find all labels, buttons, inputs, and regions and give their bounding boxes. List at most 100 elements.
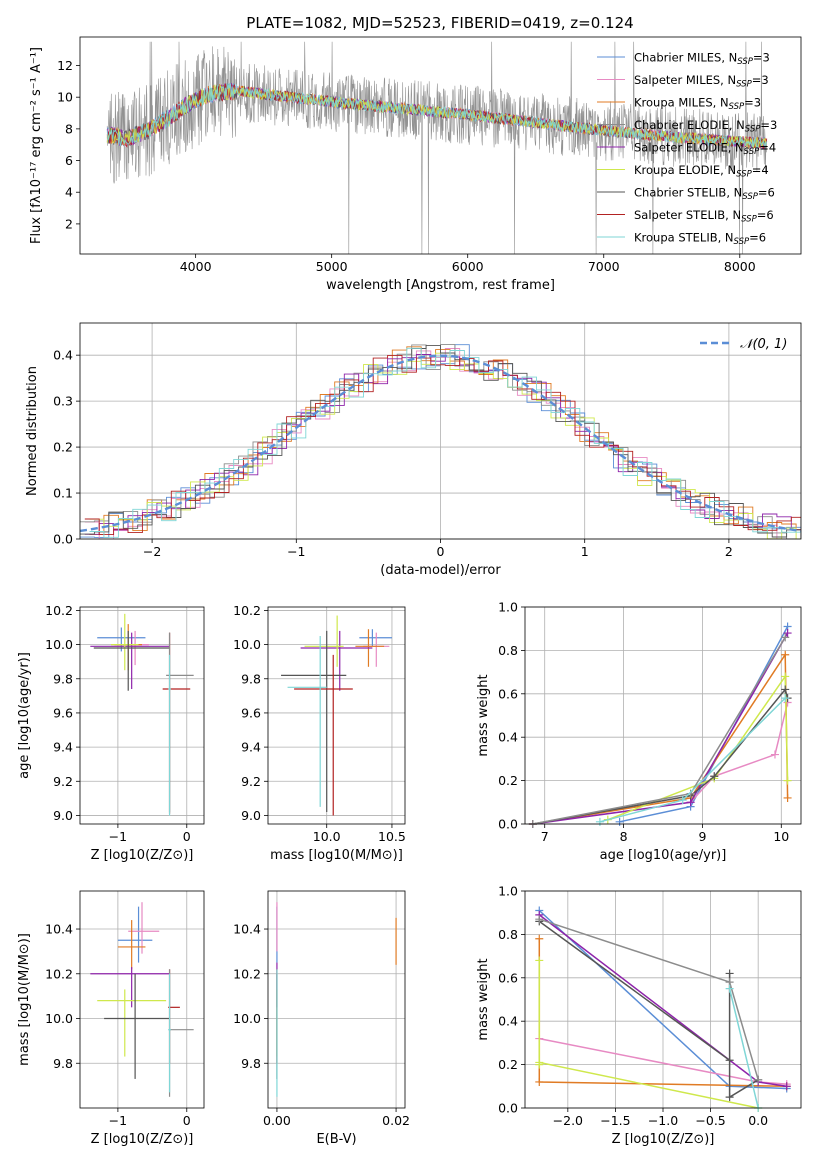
legend-label: Kroupa STELIB, NSSP=6 xyxy=(634,231,766,248)
weight-marker xyxy=(678,796,687,805)
x-tick-label: 5000 xyxy=(316,259,348,274)
weight-marker xyxy=(781,633,790,642)
weight-marker xyxy=(725,984,734,993)
x-tick-label: 6000 xyxy=(452,259,484,274)
x-tick-label: −1.0 xyxy=(648,1113,678,1128)
axes-frame xyxy=(524,890,802,1109)
age_vs_Z-points xyxy=(90,613,194,816)
x-tick-label: 4000 xyxy=(180,259,212,274)
axes-frame xyxy=(79,890,205,1109)
x-tick-label: 9 xyxy=(698,829,706,844)
y-tick-label: 0.3 xyxy=(53,394,73,409)
mass_vs_Z-points xyxy=(90,902,194,1097)
y-tick-label: 0.8 xyxy=(498,927,518,942)
weight-marker xyxy=(535,915,544,924)
y-tick-label: 6 xyxy=(65,153,73,168)
histogram-series xyxy=(89,346,801,535)
y-tick-label: 1.0 xyxy=(498,600,518,615)
y-tick-label: 8 xyxy=(65,121,73,136)
x-tick-label: −0.5 xyxy=(695,1113,725,1128)
mass_vs_ebv-axes: 0.00 0.02 9.8 10.0 10.2 10.4 xyxy=(233,891,410,1128)
histogram-series xyxy=(80,344,801,538)
x-axis-label: E(B-V) xyxy=(316,1132,356,1147)
legend-label: Salpeter ELODIE, NSSP=4 xyxy=(634,141,776,158)
x-tick-label: 10 xyxy=(773,829,789,844)
spectrum-axes: 4000 5000 6000 7000 8000 2 4 6 8 10 12 xyxy=(57,58,756,274)
histograms xyxy=(80,344,801,539)
y-tick-label: 10 xyxy=(57,90,73,105)
y-axis-label: Normed distribution xyxy=(25,366,40,496)
legend-label: Chabrier STELIB, NSSP=6 xyxy=(634,186,775,203)
legend-label: Kroupa ELODIE, NSSP=4 xyxy=(634,163,769,180)
axes-frame xyxy=(524,606,802,825)
y-tick-label: 9.4 xyxy=(53,740,73,755)
weight_vs_age-axes: 7 8 9 10 0.0 0.2 0.4 0.6 0.8 1.0 xyxy=(498,600,801,844)
x-tick-label: 0 xyxy=(183,829,191,844)
y-tick-label: 10.0 xyxy=(233,637,261,652)
weight-marker xyxy=(770,750,779,759)
y-tick-label: 0.0 xyxy=(498,1101,518,1116)
x-tick-label: 10.5 xyxy=(378,829,406,844)
x-axis-label: age [log10(age/yr)] xyxy=(600,848,727,863)
x-tick-label: 0.00 xyxy=(263,1113,291,1128)
x-tick-label: −1 xyxy=(109,1113,127,1128)
y-tick-label: 0.6 xyxy=(498,970,518,985)
y-tick-label: 10.2 xyxy=(45,603,73,618)
y-tick-label: 9.8 xyxy=(241,1056,261,1071)
y-tick-label: 10.2 xyxy=(45,966,73,981)
y-tick-label: 0.0 xyxy=(498,817,518,832)
y-tick-label: 0.2 xyxy=(498,773,518,788)
weight-marker xyxy=(783,629,792,638)
y-tick-label: 10.4 xyxy=(233,922,261,937)
x-tick-label: −1 xyxy=(109,829,127,844)
x-axis-label: Z [log10(Z/Z⊙)] xyxy=(91,848,194,863)
weight-marker xyxy=(535,934,544,943)
y-tick-label: 10.4 xyxy=(45,922,73,937)
weight-marker xyxy=(535,1058,544,1067)
y-tick-label: 10.2 xyxy=(233,966,261,981)
legend-label: Salpeter STELIB, NSSP=6 xyxy=(634,208,774,225)
histogram-series xyxy=(84,354,801,536)
legend: Chabrier MILES, NSSP=3 Salpeter MILES, NS… xyxy=(597,51,777,248)
axes-frame xyxy=(79,606,205,825)
weight_vs_Z-axes: −2.0 −1.5 −1.0 −0.5 0.0 0.0 0.2 0.4 0.6 0.8 1.0 xyxy=(498,884,801,1128)
weight-marker xyxy=(615,817,624,826)
legend-label: 𝒩(0, 1) xyxy=(740,337,787,352)
axes-frame xyxy=(79,36,802,255)
weight-marker xyxy=(595,817,604,826)
weight-marker xyxy=(781,694,790,703)
x-tick-label: 0.02 xyxy=(382,1113,410,1128)
x-tick-label: −1 xyxy=(287,544,305,559)
weight-line xyxy=(690,702,789,803)
y-axis-label: Flux [fλ10⁻¹⁷ erg cm⁻² s⁻¹ A⁻¹] xyxy=(29,47,44,244)
y-tick-label: 9.2 xyxy=(53,774,73,789)
y-tick-label: 0.4 xyxy=(498,730,518,745)
weight-marker xyxy=(781,685,790,694)
weight_vs_age-series xyxy=(528,622,792,828)
weight-marker xyxy=(686,789,695,798)
y-axis-label: mass weight xyxy=(476,958,491,1040)
weight-line xyxy=(607,674,789,821)
figure-title: PLATE=1082, MJD=52523, FIBERID=0419, z=0… xyxy=(246,14,633,32)
x-tick-label: 2 xyxy=(725,544,733,559)
y-tick-label: 9.2 xyxy=(241,774,261,789)
weight-line xyxy=(728,988,759,1109)
x-tick-label: 8000 xyxy=(724,259,756,274)
spectrum-series xyxy=(106,83,768,150)
y-tick-label: 10.0 xyxy=(45,1011,73,1026)
weight-line xyxy=(538,920,759,1099)
normal-curve xyxy=(80,354,801,533)
x-axis-label: Z [log10(Z/Z⊙)] xyxy=(612,1132,715,1147)
weight-marker xyxy=(781,672,790,681)
histogram-series xyxy=(84,348,801,539)
y-tick-label: 10.0 xyxy=(45,637,73,652)
y-tick-label: 9.0 xyxy=(241,808,261,823)
y-tick-label: 1.0 xyxy=(498,884,518,899)
age_vs_Z-axes: −1 0 9.0 9.2 9.4 9.6 9.8 10.0 10.2 xyxy=(45,603,204,844)
weight_vs_Z-series xyxy=(535,906,791,1112)
y-tick-label: 9.6 xyxy=(53,705,73,720)
y-tick-label: 0.6 xyxy=(498,686,518,701)
weight-marker xyxy=(710,772,719,781)
y-tick-label: 0.2 xyxy=(53,440,73,455)
